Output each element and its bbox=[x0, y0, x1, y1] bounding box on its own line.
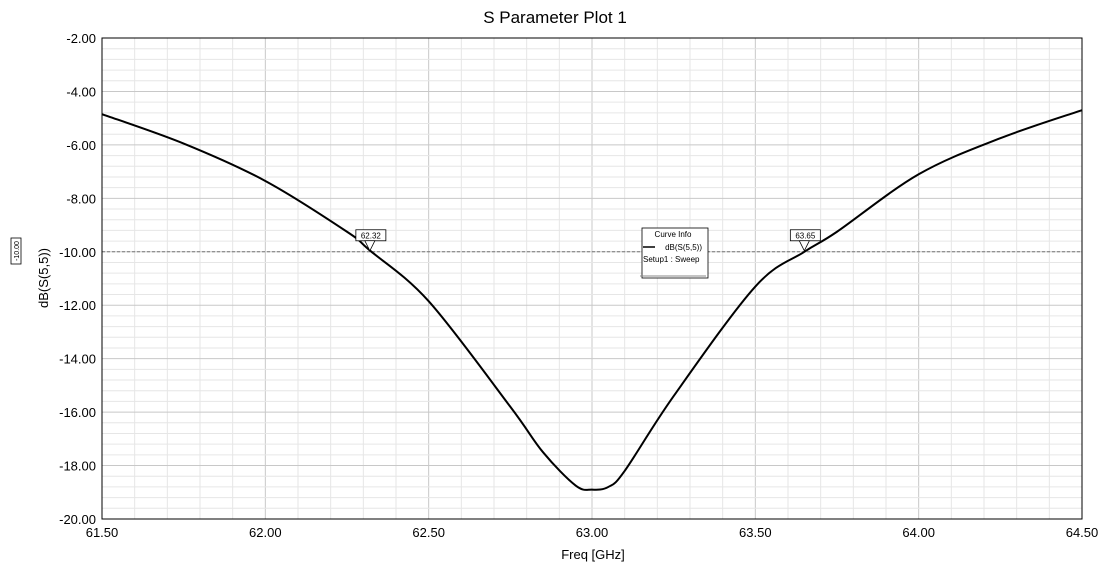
marker-triangle bbox=[798, 240, 810, 252]
y-tick-label: -18.00 bbox=[59, 459, 96, 474]
marker-label: 62.32 bbox=[361, 231, 382, 240]
chart-title: S Parameter Plot 1 bbox=[483, 8, 627, 27]
tick-labels: 61.50 62.00 62.50 63.00 63.50 64.00 64.50 -2.00… bbox=[59, 31, 1098, 540]
marker-triangle bbox=[364, 240, 376, 252]
legend-entry: dB(S(5,5)) bbox=[665, 243, 702, 252]
marker-62-32[interactable]: 62.32 bbox=[355, 229, 387, 252]
x-tick-label: 64.00 bbox=[902, 525, 935, 540]
markers: 62.32 63.65 bbox=[355, 229, 821, 252]
legend-sub: Setup1 : Sweep bbox=[643, 255, 700, 264]
x-tick-label: 63.50 bbox=[739, 525, 772, 540]
x-axis-label: Freq [GHz] bbox=[561, 547, 625, 562]
y-axis-label: dB(S(5,5)) bbox=[36, 248, 51, 308]
x-tick-label: 64.50 bbox=[1066, 525, 1099, 540]
grid bbox=[101, 37, 1083, 520]
x-tick-label: 63.00 bbox=[576, 525, 609, 540]
y-tick-label: -6.00 bbox=[66, 138, 96, 153]
y-tick-label: -4.00 bbox=[66, 84, 96, 99]
legend[interactable]: Curve Info dB(S(5,5)) Setup1 : Sweep bbox=[640, 227, 709, 279]
ref-value-label: -10.00 bbox=[14, 241, 21, 261]
x-tick-label: 62.50 bbox=[412, 525, 445, 540]
marker-63-65[interactable]: 63.65 bbox=[789, 229, 821, 252]
y-tick-label: -12.00 bbox=[59, 298, 96, 313]
x-tick-label: 61.50 bbox=[86, 525, 119, 540]
legend-box bbox=[641, 227, 709, 279]
plot-frame bbox=[101, 37, 1083, 520]
marker-label: 63.65 bbox=[795, 231, 816, 240]
x-tick-label: 62.00 bbox=[249, 525, 282, 540]
y-tick-label: -14.00 bbox=[59, 352, 96, 367]
series-line-dB-S55[interactable] bbox=[101, 109, 1083, 491]
y-tick-label: -20.00 bbox=[59, 512, 96, 527]
ref-value-box: -10.00 bbox=[10, 237, 22, 265]
legend-title: Curve Info bbox=[655, 230, 692, 239]
y-tick-label: -2.00 bbox=[66, 31, 96, 46]
y-tick-label: -8.00 bbox=[66, 191, 96, 206]
y-tick-label: -10.00 bbox=[59, 245, 96, 260]
y-tick-label: -16.00 bbox=[59, 405, 96, 420]
